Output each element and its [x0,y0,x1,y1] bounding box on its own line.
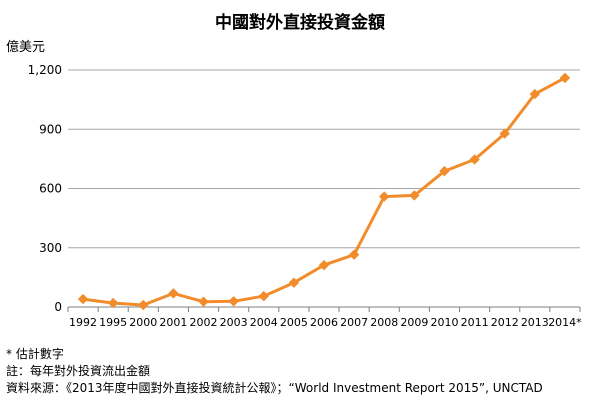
x-tick-label: 2011 [461,316,489,329]
x-tick-label: 2010 [430,316,458,329]
x-tick-labels: 1992 1995 2000 2001 2002 2003 2004 2005 2006 2007… [69,316,582,329]
x-tick-label: 2008 [370,316,398,329]
definition-note: 註：每年對外投資流出金額 [6,364,151,378]
footnotes: * 估計數字 註：每年對外投資流出金額 資料來源：《2013年度中國對外直接投資… [6,346,543,397]
x-tick-label: 2012 [491,316,519,329]
data-point-marker [499,128,510,139]
x-tick-label: 2014* [548,316,582,329]
data-point-marker [559,72,571,84]
x-tick-label: 1992 [69,316,97,329]
data-point-marker [348,249,360,260]
data-point-marker [107,297,119,309]
x-tick-label: 2002 [190,316,218,329]
data-point-marker [138,299,149,311]
data-point-marker [198,296,209,307]
x-tick-label: 2006 [310,316,338,329]
x-tick-label: 2005 [280,316,308,329]
data-point-marker [469,154,480,165]
y-tick-labels: 0 300 600 900 1,200 [28,63,62,314]
x-tick-label: 2007 [340,316,368,329]
data-point-marker [258,290,269,302]
chart-title: 中國對外直接投資金額 [215,13,385,33]
series-line-path [82,76,566,307]
data-point-marker [288,277,300,288]
data-point-marker [77,293,89,305]
x-tick-label: 1995 [99,316,127,329]
x-tick-label: 2013 [521,316,549,329]
y-tick-label: 300 [39,241,62,255]
data-point-marker [379,191,390,202]
data-markers [77,72,571,311]
data-point-marker [409,190,420,201]
source-note: 資料來源：《2013年度中國對外直接投資統計公報》；“World Investm… [6,381,543,395]
x-tick-label: 2004 [250,316,278,329]
line-chart: 0 300 600 900 1,200 1992 1995 2000 2001 2002 2003… [28,63,583,329]
data-point-marker [439,165,450,177]
gridlines [68,69,580,249]
y-tick-label: 900 [39,122,62,136]
x-axis [67,306,581,312]
data-point-marker [529,88,541,100]
data-point-marker [318,259,330,271]
y-tick-label: 600 [39,182,62,196]
y-axis-unit-label: 億美元 [6,40,46,55]
x-tick-label: 2009 [400,316,428,329]
y-tick-label: 0 [54,300,62,314]
x-tick-label: 2000 [129,316,157,329]
y-tick-label: 1,200 [28,63,62,77]
estimate-note: * 估計數字 [6,347,64,361]
x-tick-label: 2001 [159,316,187,329]
x-tick-label: 2003 [220,316,248,329]
data-point-marker [168,288,179,299]
data-point-marker [228,296,239,307]
series-line [82,76,566,307]
